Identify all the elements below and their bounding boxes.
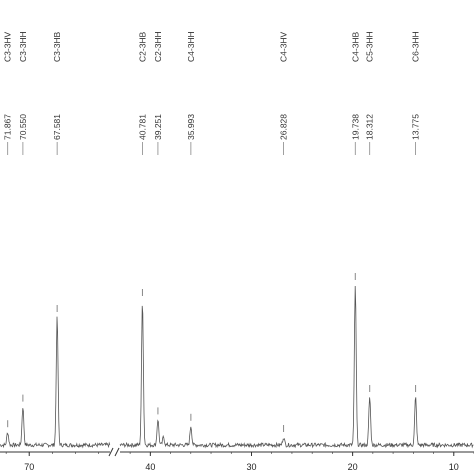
peak-shift-value: 71.867	[3, 114, 13, 140]
peak-label: C6-3HH	[411, 31, 421, 62]
x-tick-label: 30	[246, 462, 256, 472]
spectrum-trace	[119, 286, 474, 449]
axis-break-mark	[114, 447, 120, 457]
peak-label: C3-3HH	[18, 31, 28, 62]
spectrum-trace	[0, 316, 111, 449]
peak-label: C4-3HV	[279, 31, 289, 62]
spectrum-layer	[0, 273, 474, 449]
peak-label-layer: C3-3HV 71.867 C3-3HH 70.550 C3-3HB 67.581 C2-3…	[3, 31, 421, 155]
axis-break-mark	[108, 447, 114, 457]
peak-label: C2-3HB	[137, 31, 147, 62]
peak-shift-value: 67.581	[52, 114, 62, 140]
x-tick-label: 40	[145, 462, 155, 472]
peak-label: C5-3HH	[365, 31, 375, 62]
peak-shift-value: 35.993	[186, 114, 196, 140]
peak-label: C3-3HV	[3, 31, 13, 62]
peak-shift-value: 39.251	[153, 114, 163, 140]
peak-shift-value: 40.781	[137, 114, 147, 140]
x-axis: 70 40 30 20 10	[0, 447, 474, 472]
x-tick-label: 70	[24, 462, 34, 472]
peak-label: C3-3HB	[52, 31, 62, 62]
x-tick-label: 20	[348, 462, 358, 472]
peak-shift-value: 13.775	[411, 114, 421, 140]
peak-label: C2-3HH	[153, 31, 163, 62]
x-tick-label: 10	[449, 462, 459, 472]
peak-shift-value: 19.738	[350, 114, 360, 140]
peak-label: C4-3HH	[186, 31, 196, 62]
peak-shift-value: 26.828	[279, 114, 289, 140]
peak-shift-value: 70.550	[18, 114, 28, 140]
peak-label: C4-3HB	[350, 31, 360, 62]
peak-shift-value: 18.312	[365, 114, 375, 140]
